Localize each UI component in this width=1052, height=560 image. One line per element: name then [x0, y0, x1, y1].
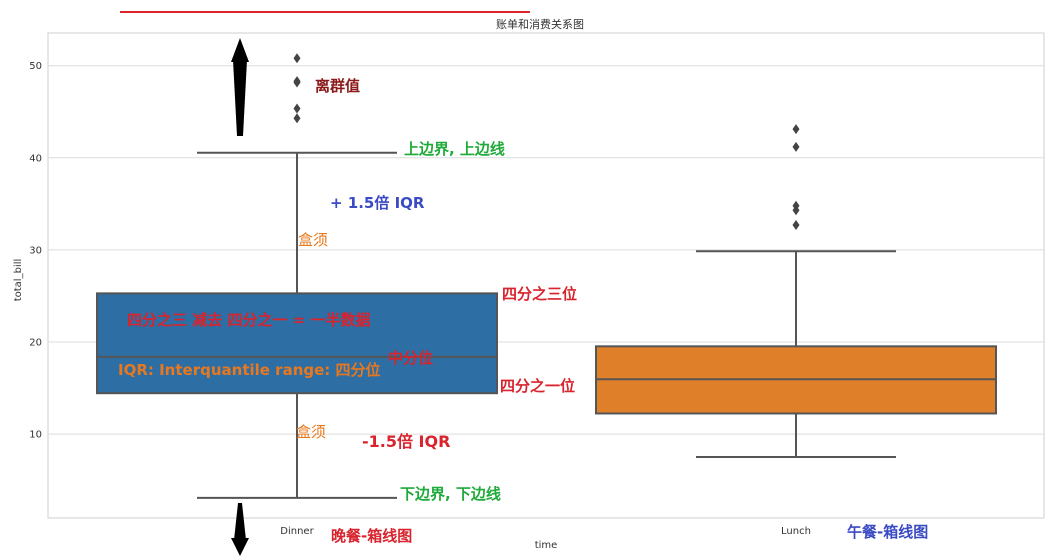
- y-tick-label: 50: [29, 61, 42, 72]
- outlier-point: [293, 113, 301, 124]
- box-dinner: [96, 53, 498, 499]
- box-annotation: 四分之三 减去 四分之一 = 一半数据: [127, 311, 371, 329]
- median-annotation: 中分位: [388, 349, 434, 367]
- x-tick-labels: Dinner Lunch: [280, 526, 811, 537]
- minus-iqr-annotation: -1.5倍 IQR: [362, 432, 451, 451]
- x-tick-label: Dinner: [280, 526, 314, 537]
- q1-annotation: 四分之一位: [500, 377, 576, 395]
- x-tick-label: Lunch: [781, 526, 811, 537]
- dinner-caption: 晚餐-箱线图: [331, 527, 413, 545]
- lower-bound-annotation: 下边界, 下边线: [400, 485, 501, 503]
- x-axis-label: time: [535, 540, 558, 551]
- outlier-point: [792, 124, 800, 135]
- q3-annotation: 四分之三位: [502, 285, 578, 303]
- outlier-point: [293, 53, 301, 64]
- y-tick-label: 30: [29, 245, 42, 256]
- lunch-caption: 午餐-箱线图: [847, 523, 929, 541]
- outlier-point: [792, 141, 800, 152]
- boxes: [96, 53, 997, 499]
- outlier-point: [293, 76, 301, 87]
- plus-iqr-annotation: + 1.5倍 IQR: [330, 194, 425, 212]
- chart-title: 账单和消费关系图: [496, 17, 584, 31]
- down-arrow-icon: [231, 503, 249, 556]
- y-tick-label: 10: [29, 430, 42, 441]
- y-tick-label: 20: [29, 338, 42, 349]
- outlier-point: [293, 103, 301, 114]
- up-arrow-icon: [231, 38, 249, 136]
- whisker-bottom-annotation: 盒须: [296, 423, 327, 441]
- iqr-annotation: IQR: Interquantile range: 四分位: [118, 361, 381, 379]
- upper-bound-annotation: 上边界, 上边线: [404, 140, 505, 158]
- y-axis-label: total_bill: [13, 259, 24, 302]
- outlier-point: [792, 200, 800, 211]
- box-lunch: [595, 124, 997, 459]
- outlier-annotation: 离群值: [315, 77, 361, 95]
- whisker-top-annotation: 盒须: [298, 231, 329, 249]
- y-tick-labels: 10 20 30 40 50: [29, 61, 42, 440]
- iqr-box: [96, 292, 498, 395]
- y-tick-label: 40: [29, 153, 42, 164]
- plot-area: [47, 32, 1045, 519]
- outlier-point: [792, 220, 800, 231]
